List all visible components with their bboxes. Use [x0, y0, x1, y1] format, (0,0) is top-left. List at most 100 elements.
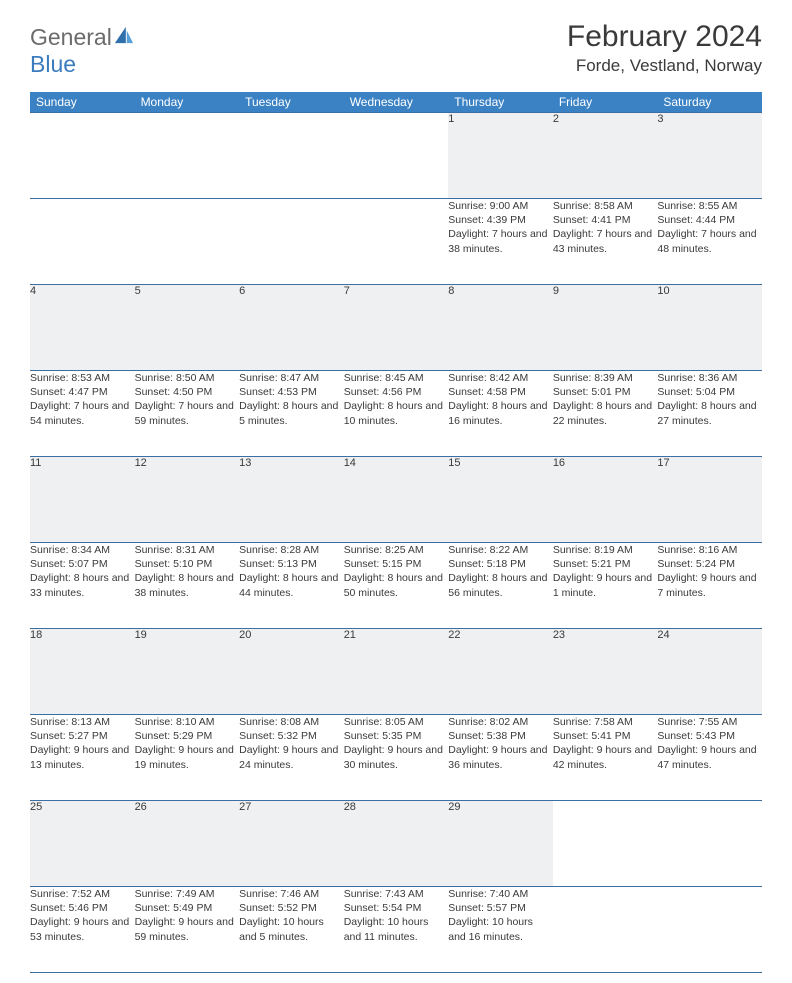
day-number-cell — [553, 801, 658, 887]
day-detail-cell: Sunrise: 7:55 AMSunset: 5:43 PMDaylight:… — [657, 715, 762, 801]
day-number-cell: 12 — [135, 457, 240, 543]
day-detail-cell: Sunrise: 7:58 AMSunset: 5:41 PMDaylight:… — [553, 715, 658, 801]
day-number-cell — [30, 113, 135, 199]
day-detail: Sunrise: 8:19 AMSunset: 5:21 PMDaylight:… — [553, 543, 658, 600]
day-number-row: 18192021222324 — [30, 629, 762, 715]
day-detail-cell: Sunrise: 9:00 AMSunset: 4:39 PMDaylight:… — [448, 199, 553, 285]
day-detail-row: Sunrise: 8:13 AMSunset: 5:27 PMDaylight:… — [30, 715, 762, 801]
day-number-cell: 13 — [239, 457, 344, 543]
day-number-cell: 7 — [344, 285, 449, 371]
day-number-cell: 23 — [553, 629, 658, 715]
calendar-page: GeneralBlue February 2024 Forde, Vestlan… — [0, 0, 792, 983]
calendar-body: 1 23 Sunrise: 9:00 AMSunset: 4:39 PMDayli… — [30, 113, 762, 973]
day-detail-cell: Sunrise: 8:31 AMSunset: 5:10 PMDaylight:… — [135, 543, 240, 629]
day-detail: Sunrise: 8:36 AMSunset: 5:04 PMDaylight:… — [657, 371, 762, 428]
day-number-cell: 14 — [344, 457, 449, 543]
day-detail: Sunrise: 8:25 AMSunset: 5:15 PMDaylight:… — [344, 543, 449, 600]
day-number-cell — [344, 113, 449, 199]
day-detail-cell: Sunrise: 8:36 AMSunset: 5:04 PMDaylight:… — [657, 371, 762, 457]
day-detail-cell: Sunrise: 7:52 AMSunset: 5:46 PMDaylight:… — [30, 887, 135, 973]
day-detail-cell — [135, 199, 240, 285]
day-detail: Sunrise: 8:13 AMSunset: 5:27 PMDaylight:… — [30, 715, 135, 772]
day-detail: Sunrise: 8:45 AMSunset: 4:56 PMDaylight:… — [344, 371, 449, 428]
day-detail-cell — [239, 199, 344, 285]
weekday-header: Monday — [135, 92, 240, 113]
day-detail-cell: Sunrise: 8:58 AMSunset: 4:41 PMDaylight:… — [553, 199, 658, 285]
day-detail-cell — [30, 199, 135, 285]
day-detail: Sunrise: 8:55 AMSunset: 4:44 PMDaylight:… — [657, 199, 762, 256]
day-detail-cell: Sunrise: 8:10 AMSunset: 5:29 PMDaylight:… — [135, 715, 240, 801]
day-detail-cell: Sunrise: 8:47 AMSunset: 4:53 PMDaylight:… — [239, 371, 344, 457]
day-detail: Sunrise: 8:34 AMSunset: 5:07 PMDaylight:… — [30, 543, 135, 600]
day-number-cell — [135, 113, 240, 199]
day-detail-cell: Sunrise: 8:05 AMSunset: 5:35 PMDaylight:… — [344, 715, 449, 801]
day-detail: Sunrise: 7:43 AMSunset: 5:54 PMDaylight:… — [344, 887, 449, 944]
brand-name-a: General — [30, 24, 112, 50]
day-number-cell: 4 — [30, 285, 135, 371]
day-number-cell: 18 — [30, 629, 135, 715]
day-detail-cell — [553, 887, 658, 973]
calendar-table: SundayMondayTuesdayWednesdayThursdayFrid… — [30, 92, 762, 973]
day-number-row: 2526272829 — [30, 801, 762, 887]
day-number-cell: 15 — [448, 457, 553, 543]
day-detail: Sunrise: 8:31 AMSunset: 5:10 PMDaylight:… — [135, 543, 240, 600]
day-number-cell: 16 — [553, 457, 658, 543]
day-number-cell — [239, 113, 344, 199]
day-detail-cell: Sunrise: 7:43 AMSunset: 5:54 PMDaylight:… — [344, 887, 449, 973]
day-number-cell: 9 — [553, 285, 658, 371]
day-detail-cell: Sunrise: 8:19 AMSunset: 5:21 PMDaylight:… — [553, 543, 658, 629]
day-detail-cell: Sunrise: 8:25 AMSunset: 5:15 PMDaylight:… — [344, 543, 449, 629]
day-number-cell: 26 — [135, 801, 240, 887]
day-detail: Sunrise: 7:55 AMSunset: 5:43 PMDaylight:… — [657, 715, 762, 772]
day-number-cell: 10 — [657, 285, 762, 371]
day-number-cell — [657, 801, 762, 887]
day-detail-cell — [657, 887, 762, 973]
day-detail-row: Sunrise: 7:52 AMSunset: 5:46 PMDaylight:… — [30, 887, 762, 973]
day-detail-cell: Sunrise: 8:39 AMSunset: 5:01 PMDaylight:… — [553, 371, 658, 457]
day-detail-cell: Sunrise: 8:16 AMSunset: 5:24 PMDaylight:… — [657, 543, 762, 629]
day-number-cell: 25 — [30, 801, 135, 887]
day-detail-cell: Sunrise: 8:22 AMSunset: 5:18 PMDaylight:… — [448, 543, 553, 629]
day-number-cell: 20 — [239, 629, 344, 715]
day-detail: Sunrise: 8:16 AMSunset: 5:24 PMDaylight:… — [657, 543, 762, 600]
day-detail: Sunrise: 8:28 AMSunset: 5:13 PMDaylight:… — [239, 543, 344, 600]
day-detail-cell: Sunrise: 7:40 AMSunset: 5:57 PMDaylight:… — [448, 887, 553, 973]
page-header: GeneralBlue February 2024 Forde, Vestlan… — [30, 20, 762, 78]
day-detail-cell: Sunrise: 8:13 AMSunset: 5:27 PMDaylight:… — [30, 715, 135, 801]
day-detail: Sunrise: 8:22 AMSunset: 5:18 PMDaylight:… — [448, 543, 553, 600]
day-detail: Sunrise: 7:40 AMSunset: 5:57 PMDaylight:… — [448, 887, 553, 944]
day-number-cell: 27 — [239, 801, 344, 887]
day-detail-cell: Sunrise: 8:28 AMSunset: 5:13 PMDaylight:… — [239, 543, 344, 629]
day-detail-cell: Sunrise: 7:46 AMSunset: 5:52 PMDaylight:… — [239, 887, 344, 973]
day-detail-cell — [344, 199, 449, 285]
day-detail: Sunrise: 8:10 AMSunset: 5:29 PMDaylight:… — [135, 715, 240, 772]
weekday-header: Saturday — [657, 92, 762, 113]
day-detail: Sunrise: 8:08 AMSunset: 5:32 PMDaylight:… — [239, 715, 344, 772]
day-detail: Sunrise: 8:58 AMSunset: 4:41 PMDaylight:… — [553, 199, 658, 256]
day-detail: Sunrise: 7:49 AMSunset: 5:49 PMDaylight:… — [135, 887, 240, 944]
weekday-header: Wednesday — [344, 92, 449, 113]
day-detail-cell: Sunrise: 8:08 AMSunset: 5:32 PMDaylight:… — [239, 715, 344, 801]
day-number-row: 11121314151617 — [30, 457, 762, 543]
weekday-header: Tuesday — [239, 92, 344, 113]
day-detail-row: Sunrise: 9:00 AMSunset: 4:39 PMDaylight:… — [30, 199, 762, 285]
day-number-cell: 11 — [30, 457, 135, 543]
day-number-cell: 28 — [344, 801, 449, 887]
day-detail-cell: Sunrise: 8:55 AMSunset: 4:44 PMDaylight:… — [657, 199, 762, 285]
day-detail: Sunrise: 7:52 AMSunset: 5:46 PMDaylight:… — [30, 887, 135, 944]
day-detail-cell: Sunrise: 8:02 AMSunset: 5:38 PMDaylight:… — [448, 715, 553, 801]
day-number-cell: 17 — [657, 457, 762, 543]
calendar-thead: SundayMondayTuesdayWednesdayThursdayFrid… — [30, 92, 762, 113]
brand-name-b: Blue — [30, 51, 76, 77]
brand-name: GeneralBlue — [30, 24, 135, 78]
sail-icon — [113, 24, 135, 50]
day-detail-cell: Sunrise: 8:45 AMSunset: 4:56 PMDaylight:… — [344, 371, 449, 457]
day-number-cell: 19 — [135, 629, 240, 715]
month-title: February 2024 — [567, 20, 762, 54]
day-number-cell: 1 — [448, 113, 553, 199]
day-number-cell: 29 — [448, 801, 553, 887]
day-number-row: 45678910 — [30, 285, 762, 371]
weekday-header: Sunday — [30, 92, 135, 113]
day-detail: Sunrise: 8:47 AMSunset: 4:53 PMDaylight:… — [239, 371, 344, 428]
location: Forde, Vestland, Norway — [567, 56, 762, 76]
